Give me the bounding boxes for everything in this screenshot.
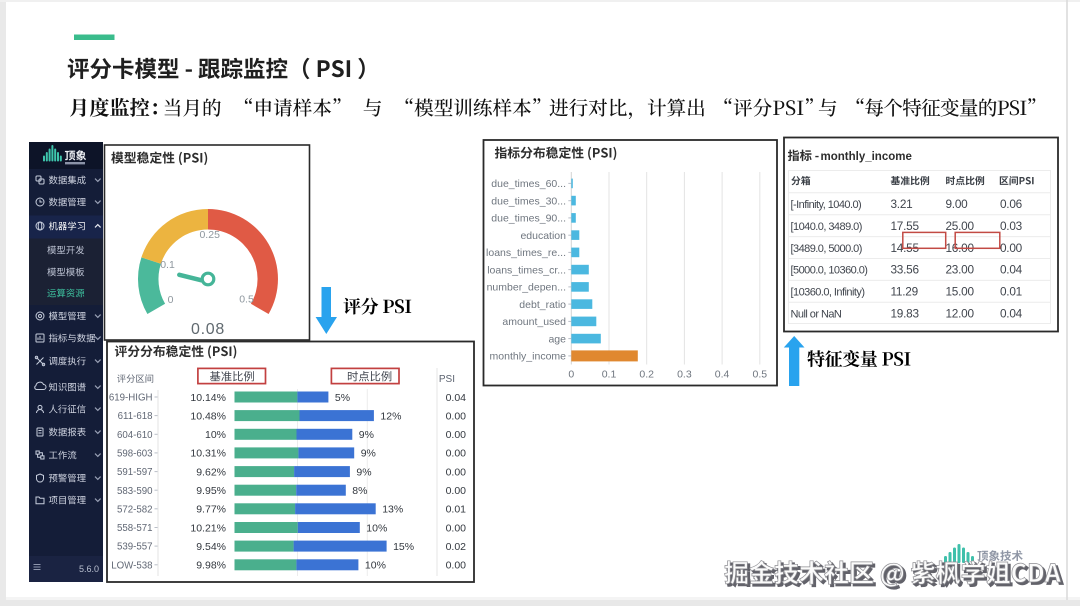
svg-text:0.01: 0.01 bbox=[446, 504, 467, 516]
svg-text:33.56: 33.56 bbox=[891, 263, 920, 277]
svg-text:9%: 9% bbox=[361, 448, 376, 460]
svg-text:572-582: 572-582 bbox=[117, 504, 153, 515]
svg-text:loans_times_cr...: loans_times_cr... bbox=[487, 264, 566, 276]
svg-text:598-603: 598-603 bbox=[117, 449, 153, 460]
svg-text:education: education bbox=[520, 230, 566, 242]
svg-text:[3489.0, 5000.0): [3489.0, 5000.0) bbox=[791, 243, 862, 255]
svg-text:11.29: 11.29 bbox=[891, 285, 918, 299]
svg-text:15%: 15% bbox=[393, 541, 414, 553]
svg-text:[10360.0, Infinity): [10360.0, Infinity) bbox=[791, 287, 865, 299]
svg-text:25.00: 25.00 bbox=[946, 219, 975, 233]
svg-text:number_depen...: number_depen... bbox=[487, 282, 566, 294]
svg-text:debt_ratio: debt_ratio bbox=[519, 299, 566, 311]
svg-text:10.21%: 10.21% bbox=[190, 522, 226, 534]
svg-text:0.00: 0.00 bbox=[446, 466, 467, 478]
svg-text:PSI: PSI bbox=[439, 374, 455, 385]
svg-text:[5000.0, 10360.0): [5000.0, 10360.0) bbox=[791, 265, 868, 277]
svg-text:9.95%: 9.95% bbox=[196, 485, 226, 497]
svg-text:591-597: 591-597 bbox=[117, 467, 153, 478]
svg-text:12.00: 12.00 bbox=[946, 307, 975, 321]
svg-text:0.03: 0.03 bbox=[1000, 219, 1023, 233]
svg-text:10%: 10% bbox=[366, 522, 387, 534]
svg-text:5%: 5% bbox=[335, 392, 350, 404]
svg-text:0.00: 0.00 bbox=[446, 448, 467, 460]
svg-text:0.00: 0.00 bbox=[446, 522, 467, 534]
svg-text:0.2: 0.2 bbox=[639, 369, 654, 381]
svg-text:0.04: 0.04 bbox=[1000, 307, 1023, 321]
svg-text:10%: 10% bbox=[365, 560, 386, 572]
svg-text:539-557: 539-557 bbox=[117, 542, 153, 553]
svg-text:0.08: 0.08 bbox=[191, 321, 225, 338]
svg-text:19.83: 19.83 bbox=[891, 307, 920, 321]
svg-text:0.1: 0.1 bbox=[602, 369, 617, 381]
svg-text:12%: 12% bbox=[380, 410, 401, 422]
svg-text:0.00: 0.00 bbox=[446, 560, 467, 572]
svg-text:0: 0 bbox=[168, 294, 174, 306]
svg-text:23.00: 23.00 bbox=[946, 263, 975, 277]
svg-text:0.25: 0.25 bbox=[199, 229, 220, 241]
svg-text:9%: 9% bbox=[356, 466, 371, 478]
svg-text:9.62%: 9.62% bbox=[196, 466, 226, 478]
svg-text:9%: 9% bbox=[359, 429, 374, 441]
svg-text:9.54%: 9.54% bbox=[196, 541, 226, 553]
svg-text:604-610: 604-610 bbox=[117, 430, 153, 441]
svg-text:0.04: 0.04 bbox=[446, 392, 467, 404]
svg-text:10.48%: 10.48% bbox=[190, 410, 226, 422]
svg-text:due_times_60...: due_times_60... bbox=[491, 178, 566, 190]
svg-text:0.00: 0.00 bbox=[1000, 241, 1023, 255]
svg-text:0.1: 0.1 bbox=[160, 259, 175, 271]
svg-text:10.14%: 10.14% bbox=[190, 392, 226, 404]
svg-text:0.06: 0.06 bbox=[1000, 197, 1023, 211]
svg-text:0.00: 0.00 bbox=[446, 485, 467, 497]
svg-text:9.98%: 9.98% bbox=[196, 560, 226, 572]
svg-text:[1040.0, 3489.0): [1040.0, 3489.0) bbox=[791, 221, 862, 233]
svg-text:due_times_30...: due_times_30... bbox=[491, 195, 566, 207]
svg-text:0.5: 0.5 bbox=[239, 294, 254, 306]
svg-text:due_times_90...: due_times_90... bbox=[491, 213, 566, 225]
svg-text:9.00: 9.00 bbox=[946, 197, 969, 211]
svg-text:0.3: 0.3 bbox=[677, 369, 692, 381]
svg-text:3.21: 3.21 bbox=[891, 197, 913, 211]
svg-text:13%: 13% bbox=[382, 504, 403, 516]
svg-text:monthly_income: monthly_income bbox=[490, 351, 567, 363]
svg-text:5.6.0: 5.6.0 bbox=[79, 564, 99, 574]
svg-text:[-Infinity, 1040.0): [-Infinity, 1040.0) bbox=[791, 199, 862, 211]
svg-text:age: age bbox=[548, 333, 566, 345]
svg-text:0.00: 0.00 bbox=[446, 429, 467, 441]
svg-text:monthly_income: monthly_income bbox=[821, 151, 912, 163]
svg-text:0.01: 0.01 bbox=[1000, 285, 1022, 299]
svg-text:611-618: 611-618 bbox=[118, 411, 153, 422]
svg-text:0.04: 0.04 bbox=[1000, 263, 1023, 277]
svg-text:8%: 8% bbox=[352, 485, 367, 497]
svg-text:0.4: 0.4 bbox=[715, 369, 730, 381]
svg-text:0: 0 bbox=[568, 369, 574, 381]
svg-text:15.00: 15.00 bbox=[946, 285, 975, 299]
svg-text:loans_times_re...: loans_times_re... bbox=[486, 247, 566, 259]
svg-text:619-HIGH: 619-HIGH bbox=[109, 393, 153, 404]
svg-text:17.55: 17.55 bbox=[891, 219, 920, 233]
svg-text:583-590: 583-590 bbox=[117, 486, 153, 497]
svg-text:0.02: 0.02 bbox=[446, 541, 467, 553]
svg-text:9.77%: 9.77% bbox=[196, 504, 226, 516]
svg-text:Null or NaN: Null or NaN bbox=[791, 309, 842, 321]
svg-text:0.00: 0.00 bbox=[446, 410, 467, 422]
svg-text:0.5: 0.5 bbox=[752, 369, 767, 381]
svg-text:10.31%: 10.31% bbox=[190, 448, 226, 460]
svg-text:amount_used: amount_used bbox=[502, 316, 566, 328]
svg-text:558-571: 558-571 bbox=[117, 523, 153, 534]
svg-text:LOW-538: LOW-538 bbox=[111, 560, 152, 571]
svg-text:10%: 10% bbox=[205, 429, 226, 441]
